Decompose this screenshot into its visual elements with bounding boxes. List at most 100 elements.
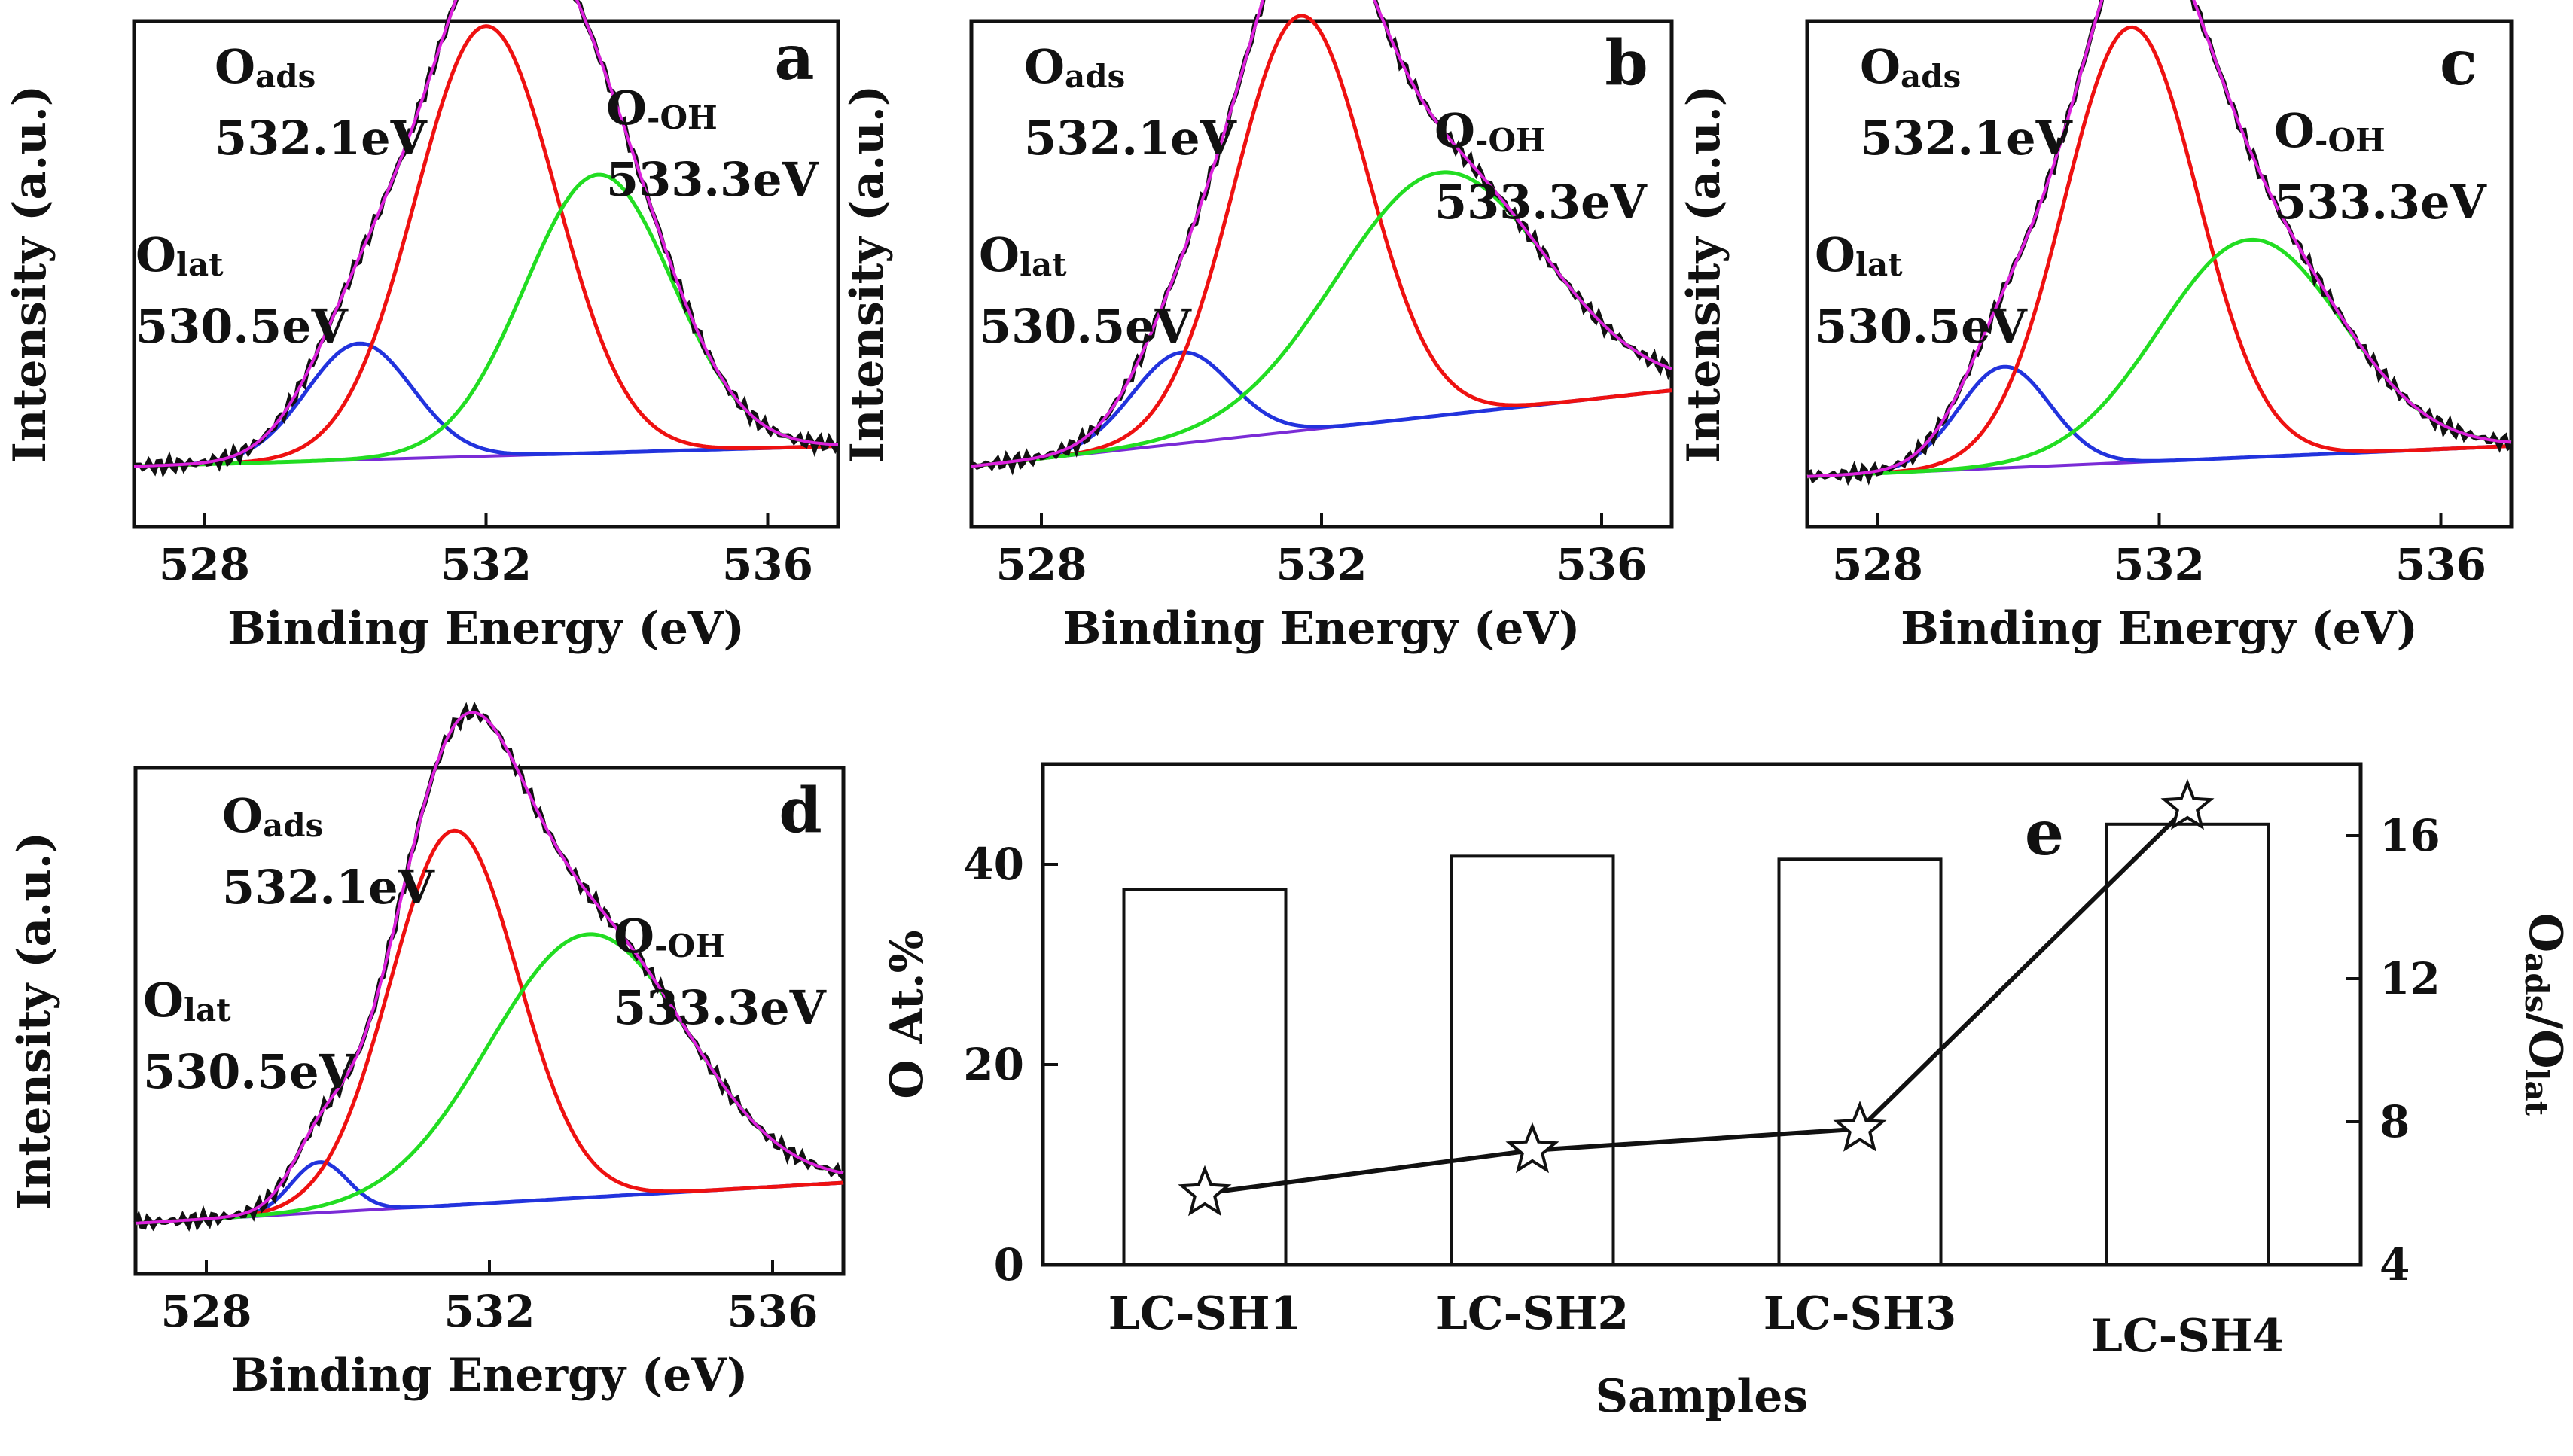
x-tick-label: 528	[160, 1286, 252, 1337]
peak-annotation-value: 530.5eV	[143, 1044, 356, 1099]
raw-data-line	[133, 701, 845, 1232]
y2-title-sub: lat	[2518, 1069, 2555, 1116]
peak-annotation-value: 533.3eV	[606, 152, 819, 207]
peak-annotation-value: 532.1eV	[1860, 111, 2073, 166]
x-axis-title: Binding Energy (eV)	[1901, 602, 2418, 655]
x-tick-label: 528	[159, 539, 250, 590]
category-label: LC-SH1	[1108, 1287, 1302, 1340]
annotation-subscript: -OH	[1475, 122, 1546, 159]
peak-annotation-value: 533.3eV	[2274, 175, 2487, 230]
x-axis-title: Binding Energy (eV)	[227, 602, 745, 655]
annotation-subscript: lat	[184, 991, 231, 1028]
xps-panel-c: 528 532 536 Binding Energy (eV) Intensity (a…	[1678, 0, 2514, 655]
peak-annotation-label: Oads	[1860, 39, 1961, 95]
peak-annotation-label: Oads	[215, 39, 316, 95]
y2-tick-label: 12	[2379, 953, 2440, 1004]
annotation-subscript: ads	[1901, 58, 1961, 95]
y2-tick-label: 16	[2379, 810, 2440, 861]
y2-axis-title: Oads/Olat	[2518, 913, 2571, 1116]
y-tick-label: 0	[994, 1239, 1024, 1290]
y2-tick-label: 8	[2379, 1096, 2410, 1147]
category-label: LC-SH2	[1436, 1287, 1629, 1340]
y-tick-label: 20	[963, 1039, 1024, 1090]
annotation-main: O	[614, 909, 654, 964]
xps-panel-b: 528 532 536 Binding Energy (eV) Intensity (a…	[841, 0, 1674, 655]
peak-annotation-value: 533.3eV	[1434, 175, 1648, 230]
peak-annotation-label: Oads	[1024, 39, 1125, 95]
x-tick-label: 532	[2114, 539, 2205, 590]
star-marker-lc-sh2	[1505, 1122, 1559, 1174]
x-axis-title: Samples	[1596, 1370, 1808, 1423]
peak-annotation-value: 532.1eV	[1024, 111, 1237, 166]
x-tick-label: 536	[722, 539, 813, 590]
peak-annotation-value: 530.5eV	[1815, 299, 2028, 354]
annotation-main: O	[215, 39, 255, 94]
star-marker-lc-sh1	[1178, 1165, 1232, 1217]
x-tick-label: 528	[1832, 539, 1923, 590]
bar-lc-sh3	[1777, 857, 1943, 1266]
y-axis-title: O At.%	[881, 930, 934, 1098]
peak-annotation-label: O-OH	[614, 909, 725, 964]
x-tick-label: 536	[1556, 539, 1647, 590]
panel-label: c	[2440, 27, 2477, 99]
bar-panel-e: 0 20 40 4 8 12 16 LC-SH1 LC-SH2 LC-SH3 LC-SH4 Sampl…	[881, 762, 2571, 1423]
annotation-main: O	[2274, 103, 2315, 158]
y-axis-title: Intensity (a.u.)	[8, 832, 61, 1210]
annotation-main: O	[222, 788, 263, 843]
peak-oads-line	[1806, 25, 2512, 479]
category-label: LC-SH3	[1764, 1287, 1957, 1340]
annotation-main: O	[143, 973, 184, 1028]
peak-annotation-label: Olat	[979, 227, 1067, 283]
peak-annotation-value: 532.1eV	[222, 860, 435, 915]
annotation-subscript: lat	[1855, 246, 1903, 283]
annotation-subscript: ads	[1065, 58, 1125, 95]
annotation-subscript: ads	[263, 807, 323, 844]
bar-lc-sh1	[1122, 888, 1288, 1266]
annotation-main: O	[1815, 227, 1855, 282]
envelope-line	[135, 711, 844, 1225]
xps-panel-d: 528 532 536 Binding Energy (eV) Intensity (a…	[8, 701, 846, 1402]
peak-annotation-label: Olat	[136, 227, 224, 283]
panel-label: b	[1605, 27, 1648, 99]
ratio-line	[1204, 805, 2190, 1196]
category-label: LC-SH4	[2091, 1310, 2285, 1363]
y2-title-mid: /O	[2519, 1013, 2571, 1068]
star-marker-lc-sh3	[1833, 1101, 1887, 1152]
peak-annotation-label: Olat	[1815, 227, 1903, 283]
annotation-main: O	[1434, 103, 1475, 158]
panel-label: e	[2025, 797, 2064, 870]
x-tick-label: 532	[444, 1286, 535, 1337]
x-axis-title: Binding Energy (eV)	[1063, 602, 1581, 655]
peak-annotation-label: Oads	[222, 788, 323, 844]
panel-label: d	[779, 775, 822, 847]
envelope-line	[971, 0, 1672, 468]
annotation-main: O	[1860, 39, 1901, 94]
annotation-subscript: ads	[255, 58, 316, 95]
peak-annotation-label: O-OH	[1434, 103, 1546, 159]
annotation-subscript: lat	[1020, 246, 1067, 283]
peak-annotation-value: 533.3eV	[614, 980, 827, 1035]
annotation-subscript: lat	[176, 246, 224, 283]
bar-lc-sh2	[1450, 854, 1615, 1266]
y-axis-title: Intensity (a.u.)	[4, 85, 56, 463]
peak-annotation-value: 530.5eV	[136, 299, 349, 354]
peak-annotation-label: O-OH	[606, 81, 718, 136]
envelope-line	[133, 0, 839, 468]
x-axis-title: Binding Energy (eV)	[231, 1349, 748, 1402]
peak-annotation-value: 532.1eV	[215, 111, 428, 166]
y-axis-title: Intensity (a.u.)	[841, 85, 894, 463]
envelope-line	[1806, 0, 2512, 478]
x-tick-label: 536	[2395, 539, 2486, 590]
peak-annotation-label: O-OH	[2274, 103, 2386, 159]
peak-annotation-label: Olat	[143, 973, 231, 1028]
x-tick-label: 536	[727, 1286, 818, 1337]
peak-ooh-line	[1806, 237, 2512, 479]
annotation-subscript: -OH	[2315, 122, 2386, 159]
panel-label: a	[774, 22, 814, 94]
peak-annotation-value: 530.5eV	[979, 299, 1192, 354]
annotation-main: O	[606, 81, 647, 136]
y2-title-sub: ads	[2518, 952, 2555, 1013]
y2-tick-label: 4	[2379, 1239, 2410, 1290]
x-tick-label: 532	[441, 539, 532, 590]
